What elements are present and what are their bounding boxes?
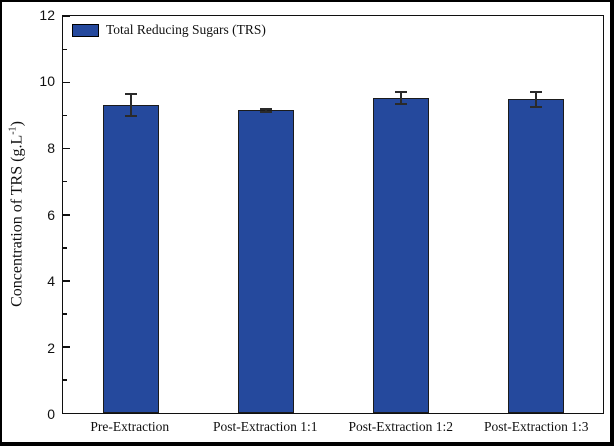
y-axis-major-tick — [63, 346, 70, 348]
legend-swatch — [72, 23, 99, 37]
bar — [237, 110, 294, 413]
y-axis-major-tick — [63, 81, 70, 84]
legend-label: Total Reducing Sugars (TRS) — [106, 22, 266, 37]
y-axis-minor-tick — [63, 247, 67, 249]
y-axis-minor-tick — [63, 48, 67, 51]
y-tick-label: 4 — [47, 272, 55, 289]
y-axis-major-tick — [63, 280, 70, 282]
x-tick-label: Post-Extraction 1:3 — [483, 419, 589, 434]
y-tick-label: 6 — [47, 206, 55, 223]
error-bar-top-cap — [124, 93, 137, 96]
bar-group — [63, 16, 198, 413]
y-axis-minor-tick — [63, 180, 67, 183]
y-axis-major-tick — [63, 214, 70, 216]
x-axis-tick-labels: Pre-Extraction Post-Extraction 1:1 Post-Ex… — [62, 419, 604, 435]
y-tick-label: 0 — [47, 406, 55, 422]
bar-group — [333, 16, 468, 413]
error-bar-top-cap — [394, 91, 407, 94]
y-axis-minor-tick — [63, 313, 67, 315]
y-tick-label: 12 — [39, 7, 55, 23]
bar-group — [198, 16, 333, 413]
bar — [372, 98, 429, 413]
x-tick-label: Post-Extraction 1:1 — [212, 419, 318, 434]
plot-area: Total Reducing Sugars (TRS) — [62, 15, 604, 414]
y-tick-label: 2 — [47, 339, 55, 356]
y-axis-major-tick — [63, 412, 70, 414]
bar — [102, 105, 159, 413]
error-bar-top-cap — [259, 107, 272, 110]
error-bar-line — [399, 92, 402, 104]
error-bar-bottom-cap — [529, 105, 542, 108]
error-bar-bottom-cap — [259, 110, 272, 113]
y-axis-major-tick — [63, 15, 70, 17]
y-axis-minor-tick — [63, 379, 67, 381]
bars-row — [63, 16, 603, 413]
error-bar-line — [534, 92, 537, 107]
bar-group — [468, 16, 603, 413]
error-bar-bottom-cap — [394, 102, 407, 105]
error-bar-line — [264, 108, 267, 112]
x-tick-label: Pre-Extraction — [90, 419, 170, 434]
y-tick-label: 8 — [47, 139, 55, 156]
x-tick-label: Post-Extraction 1:2 — [348, 419, 454, 434]
y-axis-minor-tick — [63, 114, 67, 117]
y-axis-tick-labels: 0 2 4 6 8 10 12 — [2, 8, 55, 421]
bar — [507, 99, 564, 413]
legend: Total Reducing Sugars (TRS) — [72, 22, 266, 38]
y-tick-label: 10 — [39, 73, 55, 90]
y-axis-major-tick — [63, 147, 70, 150]
error-bar-top-cap — [529, 91, 542, 94]
error-bar-line — [129, 94, 132, 117]
error-bar-bottom-cap — [124, 115, 137, 118]
